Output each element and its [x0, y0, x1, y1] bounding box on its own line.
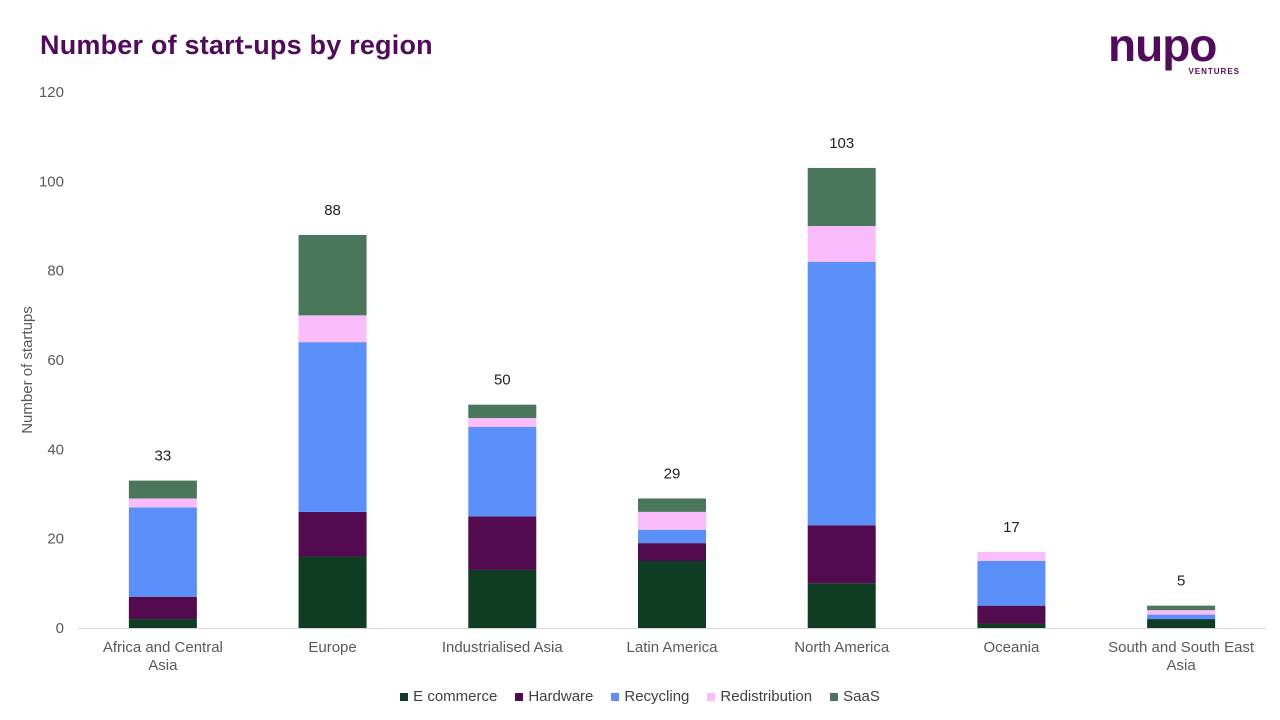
- legend-swatch: [611, 692, 620, 701]
- bar-segment-redistribution: [638, 511, 706, 530]
- legend-label: SaaS: [843, 688, 880, 705]
- logo-wordmark: nupo: [1108, 19, 1217, 71]
- bar-segment-hardware: [807, 525, 876, 584]
- bar-segment-redistribution: [128, 498, 197, 508]
- bar-segment-saas: [128, 480, 197, 499]
- bar-segment-saas: [638, 498, 706, 512]
- bar-segment-hardware: [468, 516, 537, 570]
- legend-label: E commerce: [413, 688, 498, 705]
- legend-swatch: [707, 692, 716, 701]
- bar-segment-e-commerce: [638, 561, 706, 628]
- chart-legend: E commerce Hardware Recycling Redistributio…: [0, 688, 1280, 705]
- x-tick-label: South and South East: [1108, 639, 1255, 656]
- bar-segment-recycling: [977, 561, 1046, 606]
- legend-swatch: [400, 692, 409, 701]
- bar-segment-e-commerce: [977, 623, 1046, 628]
- total-data-label: 103: [829, 135, 854, 152]
- bar-segment-e-commerce: [1147, 619, 1216, 628]
- bar-segment-e-commerce: [298, 556, 367, 628]
- y-tick-label: 0: [56, 620, 64, 637]
- legend-swatch: [830, 692, 839, 701]
- bar-segment-hardware: [298, 511, 367, 557]
- bar-segment-recycling: [468, 427, 537, 517]
- bar-segment-recycling: [1147, 614, 1216, 620]
- x-tick-label: Asia: [148, 657, 178, 674]
- total-data-label: 5: [1177, 573, 1185, 590]
- bar-segment-e-commerce: [468, 569, 537, 628]
- total-data-label: 88: [324, 202, 341, 219]
- bar-segment-e-commerce: [128, 619, 197, 628]
- x-tick-label: North America: [794, 639, 890, 656]
- bar-segment-recycling: [128, 507, 197, 597]
- y-tick-label: 120: [39, 84, 64, 101]
- x-tick-label: Europe: [308, 639, 356, 656]
- x-tick-label: Asia: [1167, 657, 1197, 674]
- legend-item: Recycling: [611, 688, 689, 705]
- legend-label: Hardware: [528, 688, 594, 705]
- bar-segment-redistribution: [298, 315, 367, 343]
- bar-segment-hardware: [128, 596, 197, 620]
- y-axis-label: Number of startups: [19, 306, 36, 434]
- chart-title: Number of start-ups by region: [40, 30, 433, 60]
- bar-segment-recycling: [298, 342, 367, 512]
- bar-segment-hardware: [977, 605, 1046, 624]
- x-tick-label: Africa and Central: [103, 639, 223, 656]
- bar-segment-saas: [298, 234, 367, 316]
- y-tick-label: 60: [47, 352, 64, 369]
- bar-segment-hardware: [638, 543, 706, 561]
- bar-segment-recycling: [807, 261, 876, 526]
- total-data-label: 29: [664, 465, 681, 482]
- nupo-ventures-logo: nupo VENTURES: [1108, 22, 1244, 80]
- bar-segment-redistribution: [807, 226, 876, 262]
- bar-segment-saas: [468, 404, 537, 419]
- y-tick-label: 100: [39, 173, 64, 190]
- y-tick-label: 80: [47, 263, 64, 280]
- bar-segment-redistribution: [1147, 610, 1216, 615]
- legend-label: Redistribution: [720, 688, 813, 705]
- legend-item: E commerce: [400, 688, 497, 705]
- total-data-label: 17: [1003, 519, 1020, 536]
- bar-segment-saas: [807, 167, 876, 226]
- legend-item: Redistribution: [707, 688, 812, 705]
- x-tick-label: Oceania: [983, 639, 1040, 656]
- legend-item: Hardware: [515, 688, 593, 705]
- bar-segment-recycling: [638, 529, 706, 544]
- legend-swatch: [515, 692, 524, 701]
- x-tick-label: Latin America: [627, 639, 719, 656]
- legend-item: SaaS: [830, 688, 880, 705]
- bar-segment-redistribution: [468, 418, 537, 427]
- bar-segment-e-commerce: [807, 583, 876, 628]
- bar-segment-saas: [1147, 605, 1216, 611]
- y-tick-label: 40: [47, 441, 64, 458]
- logo-subtext: VENTURES: [1188, 67, 1240, 76]
- total-data-label: 33: [155, 448, 172, 465]
- total-data-label: 50: [494, 372, 511, 389]
- x-tick-label: Industrialised Asia: [442, 639, 564, 656]
- legend-label: Recycling: [624, 688, 690, 705]
- y-tick-label: 20: [47, 531, 64, 548]
- bar-segment-redistribution: [977, 552, 1046, 561]
